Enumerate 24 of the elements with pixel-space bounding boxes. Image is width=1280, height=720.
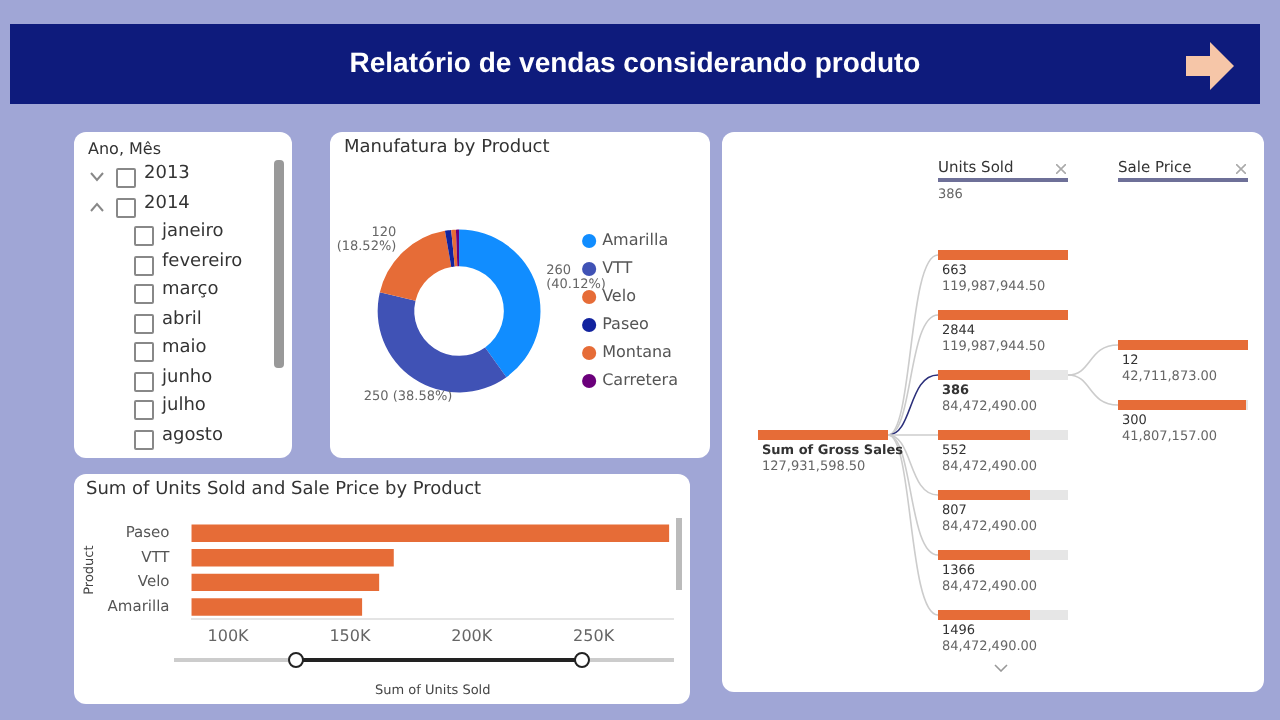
legend-label: Montana (602, 343, 673, 362)
legend-label: Carretera (602, 371, 679, 390)
chart-title: Sum of Units Sold and Sale Price by Product (86, 480, 482, 500)
text: Relatório de vendas considerando produto (347, 46, 923, 78)
x-tick-label: 100K (207, 626, 251, 645)
text: maio (162, 338, 207, 358)
text: fevereiro (162, 251, 243, 271)
legend-label: Velo (602, 287, 637, 306)
text: Ano, Mês (88, 140, 162, 158)
text: 2013 (144, 164, 190, 184)
chart-title: Manufatura by Product (344, 138, 550, 158)
x-tick-label: 250K (573, 626, 616, 645)
x-tick-label: 200K (451, 626, 494, 645)
x-tick-label: 150K (329, 626, 372, 645)
legend-label: VTT (602, 259, 633, 278)
text: 2014 (144, 193, 190, 213)
text: julho (162, 396, 206, 416)
text: abril (162, 309, 202, 329)
text: março (162, 280, 219, 300)
text: junho (162, 367, 213, 387)
text: janeiro (162, 222, 224, 242)
legend-label: Paseo (602, 315, 650, 334)
legend-label: Amarilla (602, 231, 669, 250)
text: agosto (162, 425, 223, 445)
